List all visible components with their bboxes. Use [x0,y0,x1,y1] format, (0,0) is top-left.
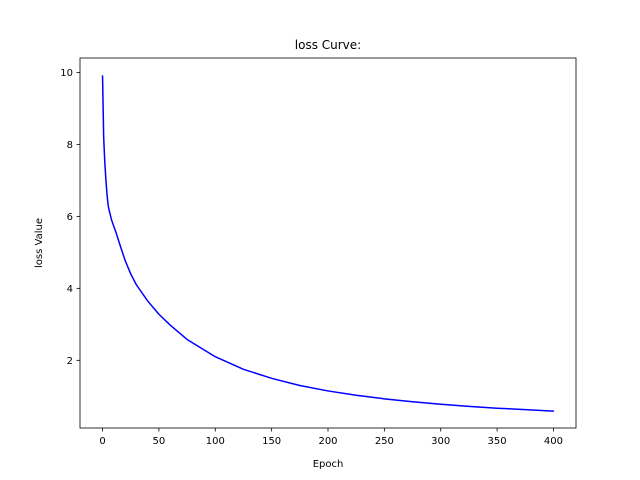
chart-title: loss Curve: [295,38,361,52]
loss-series-line [101,75,555,412]
y-tick-label: 4 [67,284,73,295]
x-axis-ticks: 0 50 100 150 200 250 300 350 400 [99,428,563,447]
y-axis-ticks: 2 4 6 8 10 [60,68,80,367]
x-axis-title: Epoch [313,459,344,470]
y-tick-label: 6 [67,212,73,223]
x-tick-label: 400 [544,436,563,447]
y-tick-label: 8 [67,140,73,151]
x-tick-label: 250 [375,436,394,447]
x-tick-label: 150 [262,436,281,447]
y-axis-title: loss Value [34,218,45,268]
y-tick-label: 10 [60,68,73,79]
x-tick-label: 300 [431,436,450,447]
x-tick-label: 100 [206,436,225,447]
x-tick-label: 350 [488,436,507,447]
x-tick-label: 50 [153,436,166,447]
axes-background [80,58,576,428]
x-tick-label: 200 [318,436,337,447]
plot-area: 0 50 100 150 200 250 300 350 400 2 4 6 8 10 [60,57,577,447]
y-tick-label: 2 [67,356,73,367]
x-tick-label: 0 [99,436,105,447]
series-layer [101,75,555,412]
